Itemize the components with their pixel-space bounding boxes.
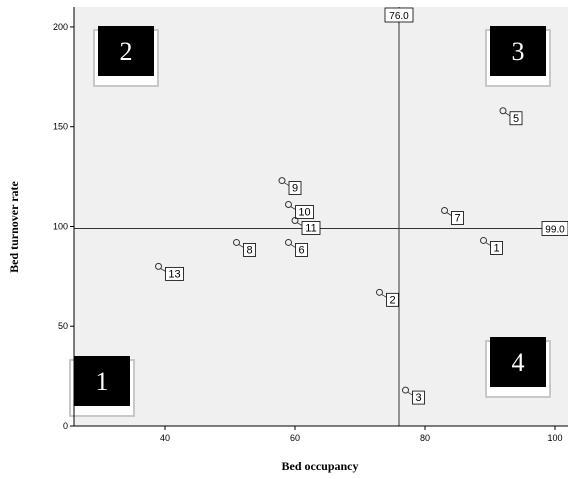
quadrant-bottom-right-label: 4	[512, 348, 525, 377]
data-point-label-box	[509, 111, 523, 126]
data-point-7	[441, 207, 448, 215]
data-point-label: 9	[292, 183, 298, 195]
data-point-label-box	[386, 292, 399, 307]
y-tick-label: 0	[63, 421, 68, 431]
reference-label-box-y	[541, 221, 568, 236]
data-point-11	[291, 216, 299, 224]
data-point-6	[285, 238, 292, 246]
data-point-1	[480, 236, 487, 244]
x-tick-label: 60	[290, 433, 300, 443]
data-point-label: 6	[298, 244, 304, 256]
quadrant-top-left-box	[98, 26, 154, 76]
data-point-label: 11	[305, 222, 316, 234]
data-point-label: 2	[389, 294, 395, 306]
y-tick-label: 100	[53, 221, 68, 231]
quadrant-top-right-box	[490, 26, 546, 76]
data-point-leader	[504, 112, 511, 117]
axes: 40 60 80 100 0 50 100 150 200	[53, 7, 568, 443]
quadrant-top-left-label: 2	[120, 37, 133, 66]
reference-label-y: 99.0	[545, 224, 565, 235]
data-point-label: 1	[493, 242, 499, 254]
data-point-label: 10	[298, 207, 310, 219]
data-point-label: 7	[454, 213, 460, 225]
x-tick-label: 80	[420, 433, 430, 443]
quadrant-top-right-label: 3	[512, 37, 525, 66]
data-point-3	[402, 386, 409, 394]
data-point-leader	[290, 244, 296, 248]
data-point-label: 5	[513, 113, 519, 125]
reference-lines: 76.0 99.0	[74, 7, 568, 426]
data-point-label-box	[243, 243, 256, 257]
data-point-label-box	[301, 221, 321, 235]
y-tick-label: 200	[53, 22, 68, 32]
data-point-label: 13	[168, 268, 180, 280]
data-point-leader	[290, 206, 296, 210]
data-point-label: 3	[415, 392, 421, 404]
reference-label-box-x	[384, 7, 414, 23]
data-point-label-box	[165, 266, 184, 281]
data-point-leader	[283, 182, 290, 186]
data-point-label-box	[412, 390, 425, 405]
data-point-label-box	[295, 205, 314, 219]
data-points: 1 2 3 5 6 7 8 910 11 13	[155, 107, 523, 405]
y-tick-label: 150	[53, 122, 68, 132]
y-tick-label: 50	[58, 321, 68, 331]
data-point-13	[155, 262, 162, 270]
data-point-leader	[407, 391, 413, 396]
data-point-9	[278, 177, 286, 185]
data-point-5	[499, 107, 507, 115]
data-point-10	[285, 201, 292, 209]
quadrant-bottom-left-box	[74, 356, 130, 406]
data-point-label-box	[451, 211, 464, 225]
data-point-leader	[160, 268, 166, 272]
y-axis-title: Bed turnover rate	[7, 180, 21, 272]
x-axis-title: Bed occupancy	[281, 459, 358, 473]
quadrant-bottom-right-box	[490, 337, 546, 387]
quadrant-bottom-left-label: 1	[96, 367, 109, 396]
x-tick-label: 40	[160, 433, 170, 443]
data-point-leader	[446, 212, 452, 216]
data-point-label-box	[295, 243, 308, 257]
reference-label-x: 76.0	[389, 11, 409, 22]
data-point-label-box	[288, 181, 302, 195]
data-point-leader	[238, 244, 244, 248]
data-point-leader	[485, 242, 491, 246]
x-tick-label: 100	[547, 433, 562, 443]
data-point-label: 8	[246, 244, 252, 256]
data-point-2	[376, 288, 383, 296]
data-point-leader	[296, 222, 303, 226]
data-point-leader	[381, 293, 387, 298]
quadrant-boxes: 1 2 3 4	[69, 26, 551, 417]
data-point-label-box	[490, 241, 503, 255]
data-point-8	[233, 238, 240, 246]
